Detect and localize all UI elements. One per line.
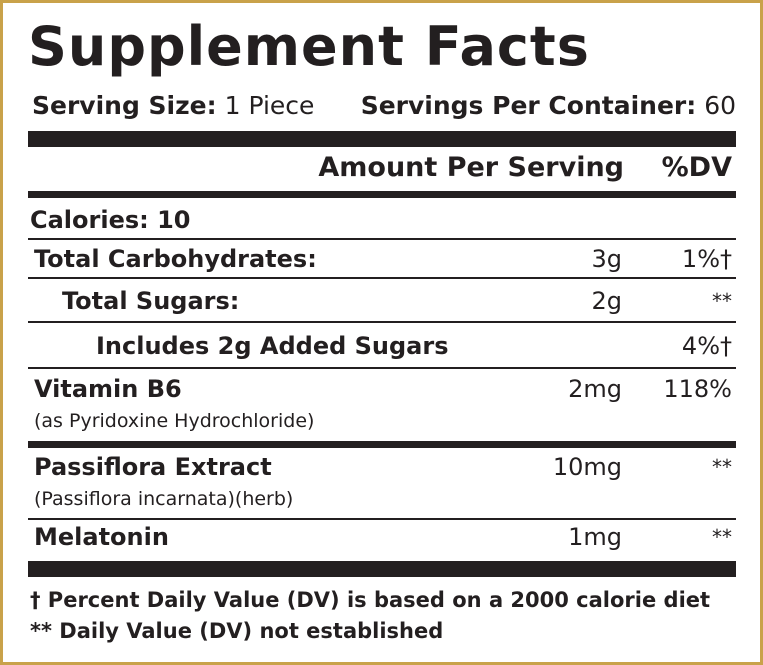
nutrient-name: Vitamin B6 [34,375,182,403]
nutrient-amount: 2g [591,287,622,315]
nutrient-row-melatonin: Melatonin 1mg ** [28,520,736,554]
nutrient-row-total-carbohydrates: Total Carbohydrates: 3g 1%† [28,242,736,276]
serving-size-value: 1 Piece [224,91,315,120]
header-percent-dv: %DV [661,152,732,183]
nutrient-subtext: (as Pyridoxine Hydrochloride) [34,410,315,432]
nutrient-name: Includes 2g Added Sugars [96,332,449,360]
divider [28,321,736,323]
column-header: Amount Per Serving %DV [28,148,736,188]
nutrient-row-passiflora-extract: Passiflora Extract (Passiflora incarnata… [28,450,736,516]
nutrient-name: Total Carbohydrates: [34,245,317,273]
thick-divider-header [28,191,736,198]
thick-divider-middle [28,441,736,448]
calories-row: Calories: 10 [28,204,736,236]
thick-divider-bottom [28,561,736,577]
nutrient-dv: ** [712,455,732,479]
footnote-dv-basis: † Percent Daily Value (DV) is based on a… [30,588,711,612]
divider [28,367,736,369]
nutrient-dv: ** [712,525,732,549]
servings-per-container-label: Servings Per Container: [360,91,697,120]
divider [28,277,736,279]
nutrient-amount: 3g [591,245,622,273]
nutrient-amount: 1mg [568,523,622,551]
divider [28,518,736,520]
serving-info: Serving Size: 1 Piece Servings Per Conta… [32,88,736,124]
nutrient-dv: 118% [663,375,732,403]
nutrient-row-added-sugars: Includes 2g Added Sugars 4%† [28,327,736,365]
nutrient-name: Total Sugars: [62,287,240,315]
nutrient-subtext: (Passiflora incarnata)(herb) [34,488,294,510]
nutrient-row-total-sugars: Total Sugars: 2g ** [28,283,736,319]
footnote-dv-not-established: ** Daily Value (DV) not established [30,619,444,643]
nutrient-name: Melatonin [34,523,169,551]
nutrient-amount: 2mg [568,375,622,403]
serving-size-label: Serving Size: [32,91,217,120]
nutrient-dv: 1%† [681,245,732,273]
nutrient-amount: 10mg [552,453,622,481]
servings-per-container-value: 60 [704,91,736,120]
label-title: Supplement Facts [28,15,590,78]
servings-per-container: Servings Per Container: 60 [361,88,736,124]
nutrient-name: Passiflora Extract [34,453,272,481]
nutrient-dv: ** [712,289,732,313]
header-amount-per-serving: Amount Per Serving [318,152,624,183]
divider [28,238,736,240]
serving-size: Serving Size: 1 Piece [32,88,314,124]
thick-divider-top [28,131,736,147]
nutrient-row-vitamin-b6: Vitamin B6 (as Pyridoxine Hydrochloride)… [28,372,736,438]
nutrient-dv: 4%† [681,332,732,360]
calories-text: Calories: 10 [30,206,191,234]
